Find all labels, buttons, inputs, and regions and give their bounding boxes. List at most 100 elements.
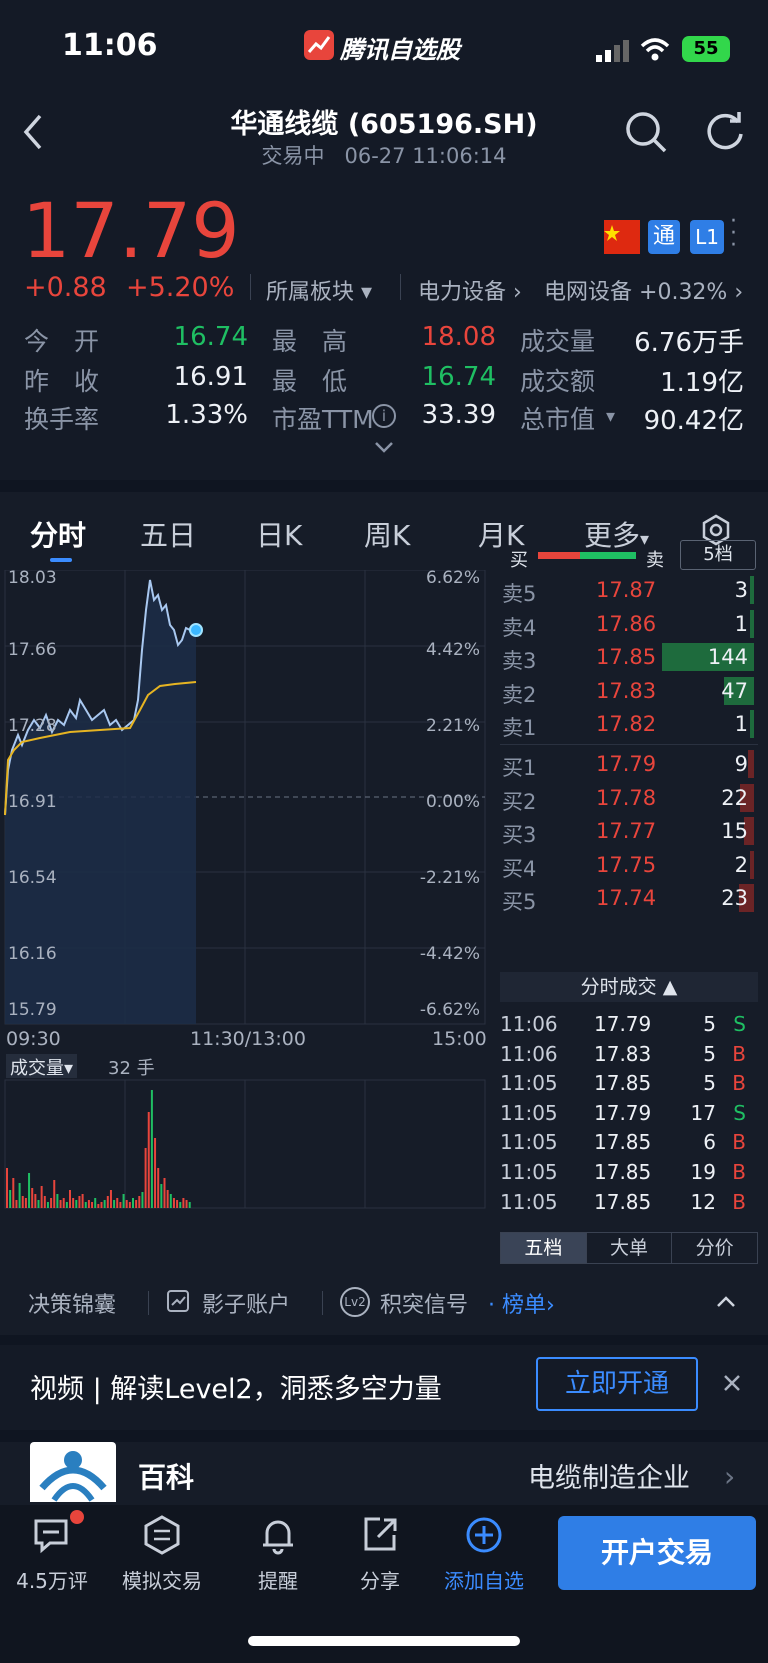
sell-row[interactable]: 卖4 17.86 1 <box>500 608 760 642</box>
tab-large-orders[interactable]: 大单 <box>585 1233 672 1263</box>
trade-row: 11:05 17.85 5 B <box>500 1069 750 1099</box>
sell-label: 卖2 <box>502 682 537 707</box>
close-icon[interactable] <box>722 1373 742 1397</box>
volume-bar <box>141 1192 144 1208</box>
bell-icon <box>263 1520 293 1555</box>
trade-v: 5 <box>703 1071 716 1096</box>
buy-row[interactable]: 买1 17.79 9 <box>500 748 760 782</box>
volume-bar <box>185 1200 188 1208</box>
sell-row[interactable]: 卖3 17.85 144 <box>500 641 760 675</box>
volume-indicator-dropdown[interactable]: 成交量▾ <box>6 1054 78 1079</box>
nav-alert-label: 提醒 <box>258 1569 298 1593</box>
caret-down-icon: ▾ <box>64 1058 74 1079</box>
company-logo <box>30 1442 116 1502</box>
volume-bar <box>150 1090 153 1208</box>
volume-bar <box>21 1196 24 1208</box>
stat-label: 昨 收 <box>24 367 100 396</box>
divider <box>322 1291 323 1315</box>
active-tab-indicator <box>50 558 72 562</box>
tab-intraday[interactable]: 分时 <box>30 519 87 552</box>
nav-add-watchlist[interactable]: 添加自选 <box>434 1515 534 1594</box>
y-label-right: 4.42% <box>425 640 480 660</box>
volume-bar <box>87 1200 90 1208</box>
nav-comments[interactable]: 4.5万评 <box>2 1515 102 1594</box>
sector-label: 所属板块 <box>266 280 355 305</box>
sell-vol: 47 <box>721 678 748 703</box>
buy-volume-bar <box>744 817 754 845</box>
signal-icon <box>596 40 630 66</box>
buy-vol: 22 <box>721 785 748 810</box>
intraday-chart[interactable] <box>0 570 490 1275</box>
volume-bar <box>43 1196 46 1208</box>
activate-button[interactable]: 立即开通 <box>536 1357 698 1411</box>
decision-kit-link[interactable]: 决策锦囊 <box>28 1293 117 1318</box>
buy-vol: 15 <box>721 819 748 843</box>
tab-daily-k[interactable]: 日K <box>256 519 303 552</box>
sector-link-power[interactable]: 电力设备 › <box>418 274 522 306</box>
breakout-signal-link[interactable]: 积突信号 <box>380 1293 469 1318</box>
buy-row[interactable]: 买4 17.75 2 <box>500 849 760 883</box>
trades-header[interactable]: 分时成交 ▲ <box>500 972 758 1002</box>
tab-monthly-k[interactable]: 月K <box>478 519 525 552</box>
info-icon[interactable]: i <box>372 404 396 428</box>
sell-row[interactable]: 卖2 17.83 47 <box>500 675 760 709</box>
nav-share[interactable]: 分享 <box>330 1515 430 1594</box>
buy-row[interactable]: 买3 17.77 15 <box>500 815 760 849</box>
tab-five-level[interactable]: 五档 <box>501 1233 586 1263</box>
sell-row[interactable]: 卖5 17.87 3 <box>500 574 760 608</box>
ranking-link[interactable]: · 榜单› <box>488 1293 555 1318</box>
buy-label: 买4 <box>502 856 537 881</box>
sector-link-grid[interactable]: 电网设备 +0.32% › <box>544 274 743 306</box>
tab-five-day[interactable]: 五日 <box>140 519 197 552</box>
depth-toggle-button[interactable]: 5档 <box>680 540 756 570</box>
trade-p: 17.79 <box>594 1100 652 1125</box>
price-line <box>4 579 196 816</box>
buy-vol: 2 <box>734 852 748 877</box>
trade-row: 11:06 17.83 5 B <box>500 1040 750 1070</box>
shadow-account-link[interactable]: 影子账户 <box>202 1293 291 1318</box>
level1-badge[interactable]: L1 <box>690 220 724 254</box>
buy-price: 17.74 <box>596 886 657 910</box>
lv2-icon: Lv2 <box>340 1287 370 1317</box>
volume-bar <box>119 1202 122 1208</box>
trade-p: 17.85 <box>594 1071 652 1096</box>
trade-t: 11:06 <box>500 1012 558 1036</box>
tab-weekly-k[interactable]: 周K <box>364 519 411 552</box>
nav-sim-label: 模拟交易 <box>122 1569 202 1593</box>
sector-dropdown[interactable]: 所属板块 ▾ <box>266 274 372 306</box>
china-flag-icon <box>604 220 640 254</box>
more-dots-icon[interactable]: · · · <box>730 209 737 258</box>
buy-row[interactable]: 买5 17.74 23 <box>500 882 760 916</box>
tab-price-distribution[interactable]: 分价 <box>671 1233 757 1263</box>
volume-bar <box>109 1190 112 1208</box>
buy-row[interactable]: 买2 17.78 22 <box>500 782 760 816</box>
refresh-icon[interactable] <box>704 110 746 156</box>
sector1-label: 电力设备 <box>418 280 507 305</box>
chevron-right-icon: › <box>513 280 522 305</box>
stock-connect-badge[interactable]: 通 <box>648 220 680 254</box>
buy-price: 17.78 <box>596 785 657 810</box>
search-icon[interactable] <box>624 110 668 158</box>
ranking-label: · 榜单 <box>488 1293 546 1318</box>
nav-simulated-trading[interactable]: 模拟交易 <box>112 1515 212 1594</box>
buy-volume-bar <box>750 850 754 879</box>
expand-chevron-icon[interactable] <box>374 438 394 457</box>
trade-v: 17 <box>690 1100 716 1125</box>
volume-bar <box>100 1202 103 1208</box>
settings-icon[interactable] <box>700 514 732 550</box>
trade-v: 12 <box>690 1189 716 1214</box>
caret-up-icon: ▲ <box>662 976 678 998</box>
nav-alert[interactable]: 提醒 <box>228 1515 328 1594</box>
buy-ratio-bar <box>538 552 580 559</box>
y-label-left: 15.79 <box>8 1000 57 1020</box>
sector2-pct: +0.32% <box>639 280 728 305</box>
caret-down-icon[interactable]: ▾ <box>606 406 616 427</box>
back-icon[interactable] <box>20 112 46 156</box>
sell-row[interactable]: 卖1 17.82 1 <box>500 708 760 742</box>
open-account-button[interactable]: 开户交易 <box>558 1516 756 1590</box>
volume-value: 32 手 <box>108 1058 155 1079</box>
tab-more[interactable]: 更多▾ <box>584 514 649 554</box>
volume-bar <box>188 1202 191 1208</box>
buy-price: 17.79 <box>596 752 657 776</box>
collapse-chevron-icon[interactable] <box>716 1293 736 1312</box>
